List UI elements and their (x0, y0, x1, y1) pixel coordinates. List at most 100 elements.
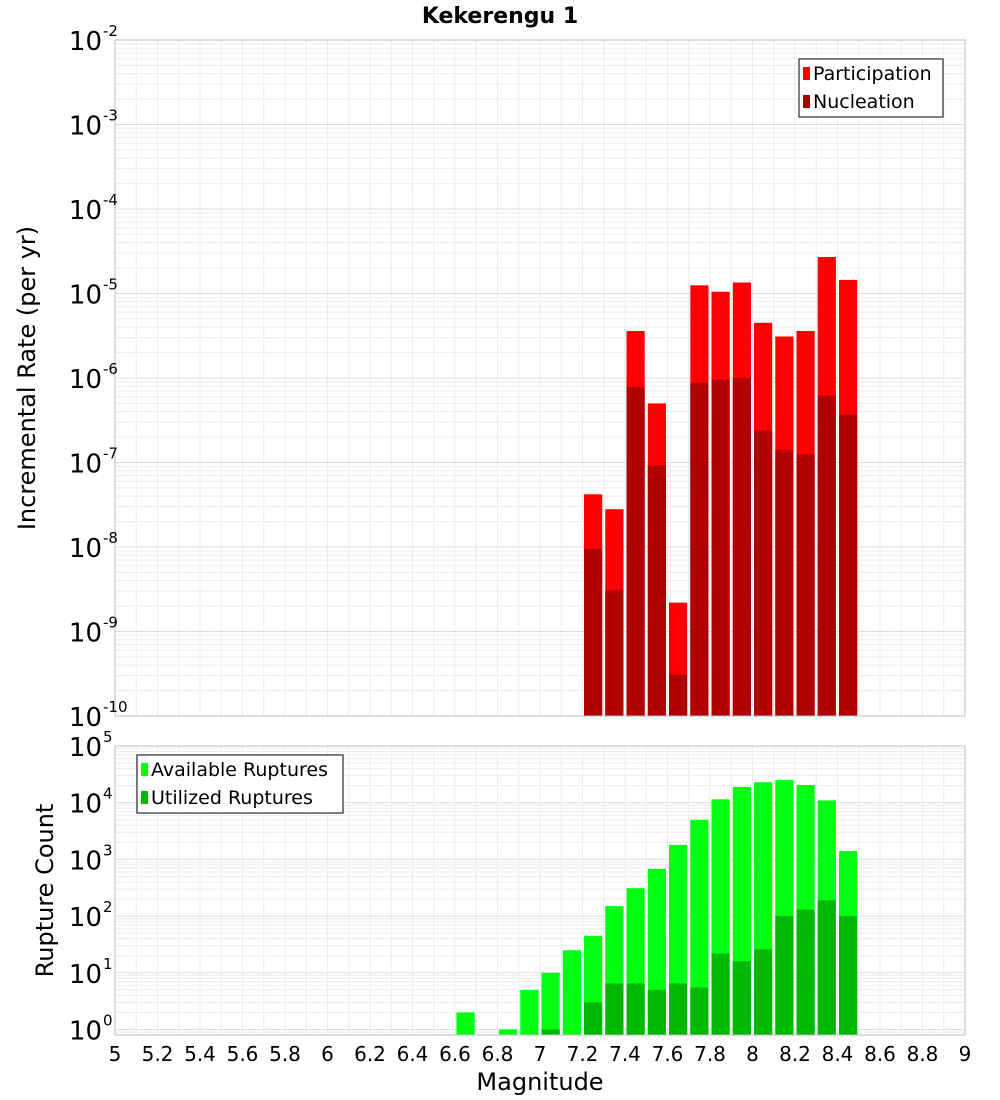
y-tick-label: 10 -2 (69, 22, 118, 57)
y-tick-exponent: 5 (103, 728, 113, 746)
count-bar-utilized (754, 949, 773, 1035)
y-tick-label: 10 -9 (69, 614, 118, 649)
y-tick-label: 10 -6 (69, 360, 118, 395)
y-tick-exponent: -2 (103, 22, 118, 40)
y-tick-label: 10 1 (69, 955, 113, 990)
x-tick-label: 7.4 (609, 1042, 641, 1066)
y-tick-base: 10 (69, 733, 102, 763)
rate-plot-frame (114, 39, 966, 717)
x-tick-label: 8.4 (822, 1042, 854, 1066)
y-tick-base: 10 (69, 790, 102, 820)
count-bar-available (690, 819, 709, 1035)
y-tick-base: 10 (69, 846, 102, 876)
y-tick-label: 10 -4 (69, 191, 118, 226)
count-bar-available (562, 950, 581, 1035)
x-tick-label: 7.8 (694, 1042, 726, 1066)
y-tick-base: 10 (69, 1017, 102, 1047)
count-bar-utilized (690, 987, 709, 1035)
y-tick-exponent: 0 (103, 1012, 113, 1030)
y-tick-exponent: -5 (103, 276, 118, 294)
y-tick-exponent: -4 (103, 191, 118, 209)
rate-bar-nucleation (647, 465, 666, 716)
x-tick-label: 9 (959, 1042, 972, 1066)
legend-swatch (141, 763, 148, 776)
count-plot-frame (114, 745, 966, 1036)
legend-label: Nucleation (813, 91, 915, 113)
count-y-axis-label: Rupture Count (31, 804, 59, 978)
y-tick-label: 10 5 (69, 728, 113, 763)
y-tick-exponent: -10 (103, 698, 128, 716)
x-tick-label: 6.6 (439, 1042, 471, 1066)
y-tick-exponent: -6 (103, 360, 118, 378)
rate-y-axis-label: Incremental Rate (per yr) (13, 226, 41, 530)
x-axis-label: Magnitude (476, 1068, 603, 1096)
x-tick-label: 6.4 (397, 1042, 429, 1066)
rate-bar-nucleation (690, 382, 709, 716)
count-bar-available (541, 972, 560, 1035)
x-tick-label: 7.6 (652, 1042, 684, 1066)
x-tick-label: 8.2 (779, 1042, 811, 1066)
count-bar-utilized (647, 989, 666, 1035)
y-tick-base: 10 (69, 281, 102, 311)
count-bar-utilized (775, 916, 794, 1035)
y-tick-base: 10 (69, 196, 102, 226)
count-bar-utilized (541, 1029, 560, 1035)
y-tick-base: 10 (69, 534, 102, 564)
y-tick-label: 10 2 (69, 898, 113, 933)
y-tick-base: 10 (69, 619, 102, 649)
chart-title: Kekerengu 1 (422, 4, 578, 29)
rate-legend: Participation Nucleation (798, 58, 944, 118)
legend-box (136, 754, 344, 814)
count-bar-utilized (626, 983, 645, 1035)
x-tick-label: 5.4 (184, 1042, 216, 1066)
y-tick-exponent: 2 (103, 898, 113, 916)
y-tick-label: 10 -8 (69, 529, 118, 564)
x-tick-label: 6 (321, 1042, 334, 1066)
count-bar-utilized (669, 983, 688, 1035)
y-tick-exponent: -8 (103, 529, 118, 547)
legend-box (798, 58, 944, 118)
y-tick-exponent: -7 (103, 445, 118, 463)
count-bar-utilized (732, 961, 751, 1035)
legend-label: Participation (813, 63, 932, 85)
rate-bar-nucleation (669, 674, 688, 716)
y-tick-label: 10 -7 (69, 445, 118, 480)
y-tick-base: 10 (69, 365, 102, 395)
count-bar-utilized (839, 916, 858, 1035)
rate-bar-nucleation (584, 548, 603, 716)
rate-bar-nucleation (754, 430, 773, 716)
x-tick-label: 5.8 (269, 1042, 301, 1066)
rate-bar-nucleation (796, 454, 815, 716)
y-tick-exponent: 3 (103, 841, 113, 859)
x-tick-label: 6.8 (482, 1042, 514, 1066)
count-bar-utilized (796, 909, 815, 1035)
y-tick-exponent: -9 (103, 614, 118, 632)
rate-grid (114, 40, 966, 717)
y-tick-exponent: -3 (103, 107, 118, 125)
legend-swatch (803, 95, 810, 108)
x-tick-label: 7 (534, 1042, 547, 1066)
x-tick-label: 8 (746, 1042, 759, 1066)
rate-bar-nucleation (817, 395, 836, 716)
count-bar-utilized (584, 1002, 603, 1035)
x-tick-label: 5 (109, 1042, 122, 1066)
count-legend: Available Ruptures Utilized Ruptures (136, 754, 344, 814)
y-tick-base: 10 (69, 960, 102, 990)
y-tick-label: 10 -3 (69, 107, 118, 142)
x-tick-label: 8.6 (864, 1042, 896, 1066)
x-tick-label: 5.2 (142, 1042, 174, 1066)
x-tick-label: 6.2 (354, 1042, 386, 1066)
rate-bar-nucleation (732, 378, 751, 716)
rate-bars (584, 257, 858, 716)
count-bar-available (499, 1029, 518, 1035)
legend-swatch (803, 67, 810, 80)
x-tick-label: 8.8 (907, 1042, 939, 1066)
rate-bar-nucleation (839, 414, 858, 716)
y-tick-exponent: 1 (103, 955, 113, 973)
x-tick-label: 5.6 (227, 1042, 259, 1066)
